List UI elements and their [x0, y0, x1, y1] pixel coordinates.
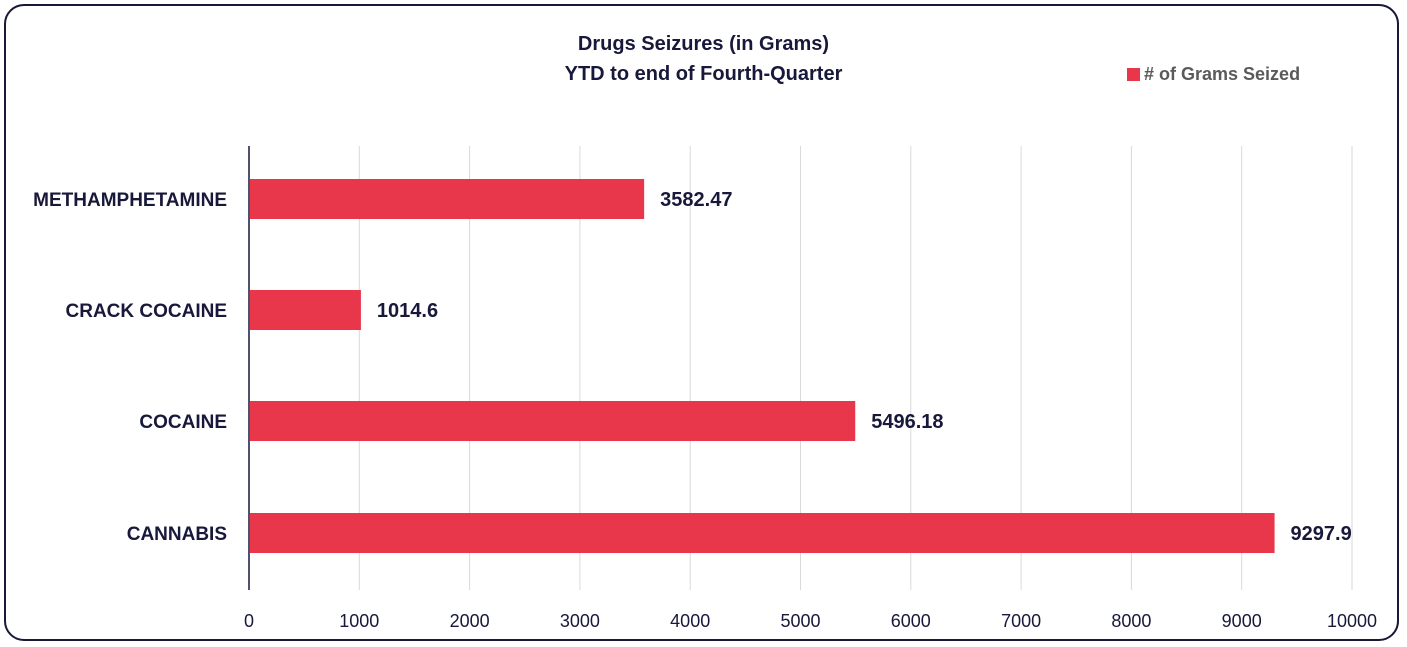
bar — [250, 179, 645, 219]
category-label: COCAINE — [139, 412, 227, 433]
category-label: METHAMPHETAMINE — [33, 190, 227, 211]
bar — [250, 401, 856, 441]
x-tick-label: 5000 — [780, 611, 820, 631]
x-tick-label: 1000 — [339, 611, 379, 631]
bar — [250, 290, 361, 330]
data-label: 1014.6 — [377, 300, 438, 322]
x-tick-label: 7000 — [1001, 611, 1041, 631]
bar — [250, 513, 1275, 553]
x-tick-label: 4000 — [670, 611, 710, 631]
category-label: CRACK COCAINE — [66, 301, 228, 322]
legend-label: # of Grams Seized — [1144, 64, 1301, 84]
chart-title: Drugs Seizures (in Grams) — [577, 33, 830, 55]
x-tick-label: 9000 — [1222, 611, 1262, 631]
x-tick-label: 2000 — [450, 611, 490, 631]
data-label: 3582.47 — [660, 189, 732, 211]
data-label: 5496.18 — [871, 411, 943, 433]
x-tick-label: 10000 — [1327, 611, 1377, 631]
x-tick-label: 6000 — [891, 611, 931, 631]
legend-swatch — [1127, 68, 1140, 81]
x-tick-label: 3000 — [560, 611, 600, 631]
chart-subtitle: YTD to end of Fourth-Quarter — [564, 63, 843, 85]
x-tick-label: 0 — [244, 611, 254, 631]
category-label: CANNABIS — [127, 524, 227, 545]
x-tick-label: 8000 — [1111, 611, 1151, 631]
legend: # of Grams Seized — [1127, 64, 1300, 85]
data-label: 9297.9 — [1291, 523, 1352, 545]
